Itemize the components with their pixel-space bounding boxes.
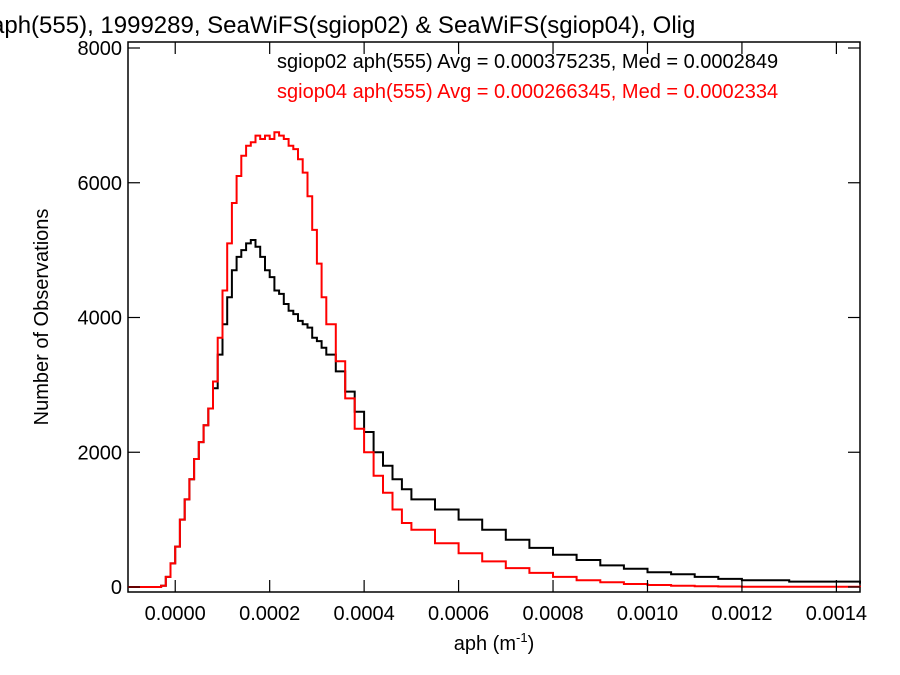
x-tick-label: 0.0004 bbox=[334, 603, 395, 625]
series-line-2 bbox=[128, 131, 861, 588]
x-axis-label: aph (m-1) bbox=[454, 630, 534, 655]
x-tick-label: 0.0014 bbox=[806, 603, 867, 625]
x-axis-label-unit: -1 bbox=[516, 630, 528, 645]
x-axis-label-text: aph (m bbox=[454, 633, 516, 655]
tick-layer: 0.0000 0.0002 0.0004 0.0006 0.0008 0.0010 0.00… bbox=[78, 38, 867, 625]
y-tick-label: 2000 bbox=[78, 442, 123, 464]
x-tick-label: 0.0002 bbox=[239, 603, 300, 625]
x-tick-label: 0.0006 bbox=[428, 603, 489, 625]
plot-frame bbox=[127, 41, 861, 593]
y-tick-label: 6000 bbox=[78, 173, 123, 195]
x-tick-label: 0.0010 bbox=[617, 603, 678, 625]
series-line-1 bbox=[128, 239, 861, 588]
y-axis-label: Number of Observations bbox=[31, 209, 53, 426]
legend-entry-sgiop04: sgiop04 aph(555) Avg = 0.000266345, Med … bbox=[277, 81, 778, 103]
y-tick-label: 8000 bbox=[78, 38, 123, 60]
x-tick-label: 0.0012 bbox=[711, 603, 772, 625]
x-tick-label: 0.0000 bbox=[145, 603, 206, 625]
series-layer bbox=[128, 131, 861, 588]
y-tick-label: 4000 bbox=[78, 308, 123, 330]
chart-title: aph(555), 1999289, SeaWiFS(sgiop02) & Se… bbox=[0, 12, 695, 39]
y-tick-label: 0 bbox=[111, 577, 122, 599]
x-axis-label-close: ) bbox=[528, 633, 535, 655]
legend-entry-sgiop02: sgiop02 aph(555) Avg = 0.000375235, Med … bbox=[277, 51, 778, 73]
x-tick-label: 0.0008 bbox=[522, 603, 583, 625]
